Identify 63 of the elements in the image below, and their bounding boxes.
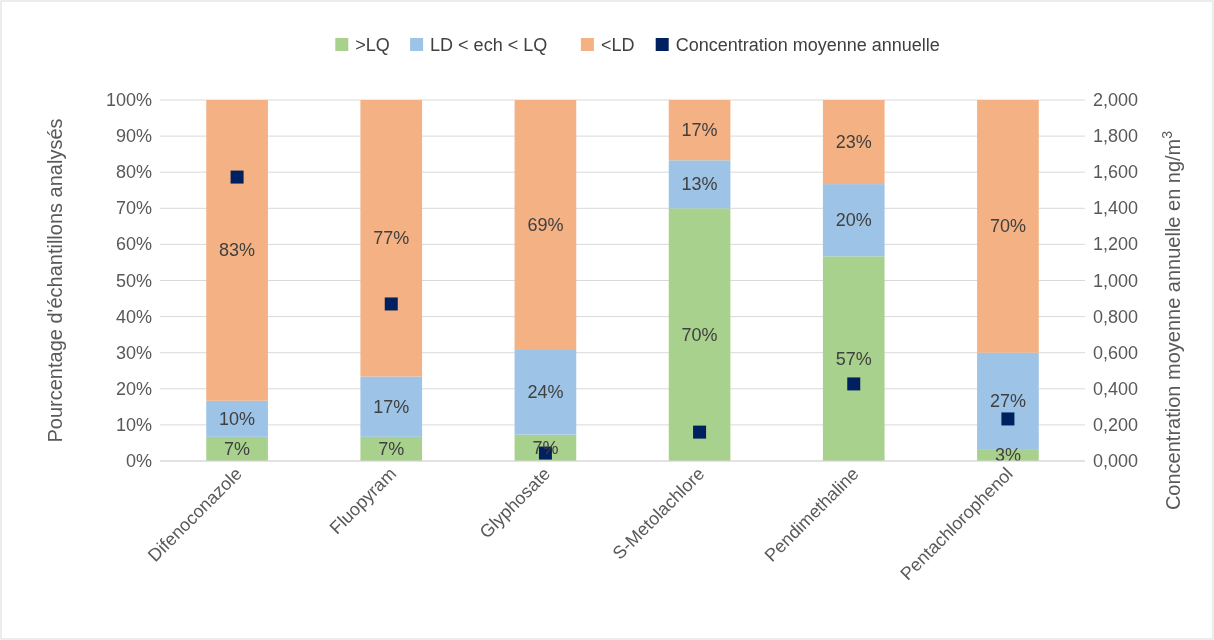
data-label: 69% bbox=[527, 214, 564, 235]
bar bbox=[977, 352, 1039, 450]
y-tick-label: 80% bbox=[115, 162, 152, 183]
point bbox=[847, 377, 861, 391]
legend-label: LD < ech < LQ bbox=[430, 35, 548, 55]
data-label: 3% bbox=[994, 445, 1021, 466]
y2-tick-label: 1,600 bbox=[1093, 162, 1139, 183]
data-label: 20% bbox=[835, 210, 872, 231]
bar bbox=[514, 100, 577, 350]
y-tick-label: 90% bbox=[115, 126, 152, 147]
y-tick-label: 70% bbox=[115, 198, 152, 219]
bar bbox=[668, 208, 731, 461]
bar bbox=[514, 349, 577, 435]
point bbox=[1001, 412, 1015, 426]
y-tick-label: 0% bbox=[125, 451, 152, 471]
y-tick-label: 50% bbox=[115, 270, 152, 291]
y2-tick-label: 0,000 bbox=[1093, 451, 1139, 471]
bar bbox=[977, 100, 1039, 353]
data-label: 83% bbox=[219, 240, 256, 261]
y2-tick-label: 1,000 bbox=[1093, 270, 1139, 291]
y2-tick-label: 1,200 bbox=[1093, 234, 1139, 255]
y2-tick-label: 1,400 bbox=[1093, 198, 1139, 219]
y-tick-label: 20% bbox=[115, 378, 152, 399]
data-label: 10% bbox=[219, 408, 256, 429]
data-label: 57% bbox=[835, 348, 872, 369]
bar bbox=[206, 100, 268, 401]
data-label: 7% bbox=[224, 438, 251, 459]
bar bbox=[822, 184, 885, 257]
y-tick-label: 60% bbox=[115, 234, 152, 255]
bar bbox=[822, 256, 885, 461]
data-label: 70% bbox=[681, 324, 718, 345]
bar bbox=[360, 100, 423, 377]
data-label: 17% bbox=[373, 396, 410, 417]
point bbox=[384, 297, 398, 311]
data-label: 7% bbox=[532, 437, 559, 458]
bar bbox=[668, 160, 731, 209]
y2-tick-label: 0,800 bbox=[1093, 306, 1139, 327]
data-label: 13% bbox=[681, 174, 718, 195]
data-label: 77% bbox=[373, 228, 410, 249]
y2-tick-label: 0,200 bbox=[1093, 414, 1139, 435]
y-tick-label: 100% bbox=[105, 90, 152, 110]
y2-tick-label: 1,800 bbox=[1093, 126, 1139, 147]
data-label: 24% bbox=[527, 381, 564, 402]
y-tick-label: 10% bbox=[115, 414, 152, 435]
legend-label: <LD bbox=[600, 35, 635, 55]
data-label: 27% bbox=[989, 390, 1026, 411]
point bbox=[230, 170, 244, 184]
data-label: 17% bbox=[681, 120, 718, 141]
legend-label: Concentration moyenne annuelle bbox=[675, 35, 940, 55]
bar bbox=[822, 100, 885, 185]
y2-tick-label: 0,600 bbox=[1093, 342, 1139, 363]
bar bbox=[668, 100, 731, 161]
data-label: 23% bbox=[835, 132, 872, 153]
data-label: 7% bbox=[378, 438, 405, 459]
bar bbox=[360, 376, 423, 437]
y2-tick-label: 2,000 bbox=[1093, 90, 1139, 110]
point bbox=[693, 425, 707, 439]
y-tick-label: 40% bbox=[115, 306, 152, 327]
y-tick-label: 30% bbox=[115, 342, 152, 363]
y2-tick-label: 0,400 bbox=[1093, 378, 1139, 399]
legend-label: >LQ bbox=[355, 35, 390, 55]
y-axis-title: Pourcentage d'échantillons analysés bbox=[44, 118, 66, 443]
data-label: 70% bbox=[989, 216, 1026, 237]
